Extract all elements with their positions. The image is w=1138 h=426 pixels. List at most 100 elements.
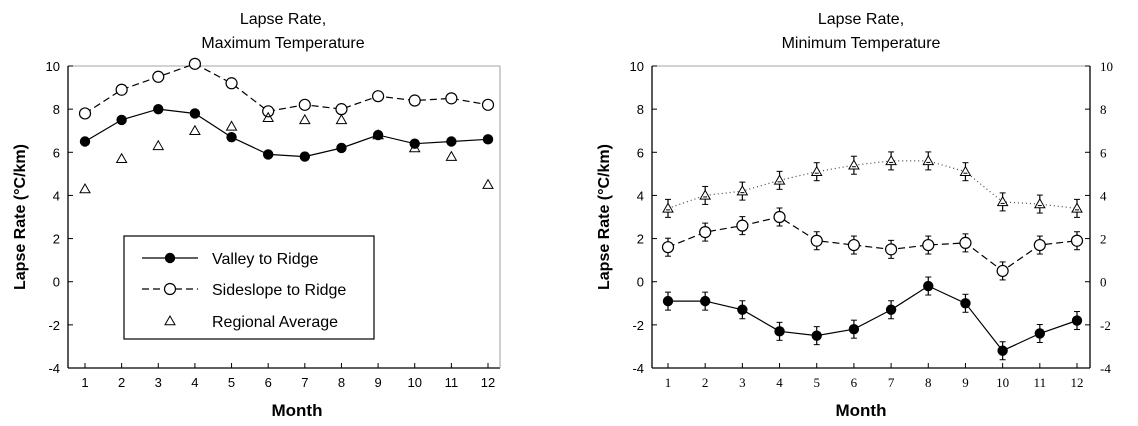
y-tick-label-right: 10 [1100,59,1113,74]
data-point [481,98,495,111]
x-axis-label: Month [836,401,887,420]
data-point [408,94,421,107]
x-tick-label: 9 [962,375,969,390]
data-point [884,243,898,256]
legend-marker [163,282,177,296]
data-point [736,219,749,232]
y-tick-label: 4 [637,188,644,203]
data-point [153,103,164,115]
y-tick-label: 6 [637,145,644,160]
y-tick-label-right: -2 [1100,318,1111,333]
data-point [1071,202,1083,213]
data-point [78,107,92,120]
data-point [372,129,384,140]
x-tick-label: 6 [851,375,858,390]
data-point [79,136,91,147]
x-tick-label: 3 [155,375,162,390]
series-3 [662,151,1083,218]
x-tick-label: 10 [407,375,421,390]
y-axis-label: Lapse Rate (°C/km) [12,144,29,290]
legend-marker [164,252,176,264]
x-tick-label: 4 [191,375,198,390]
x-tick-label: 11 [445,375,459,390]
x-tick-label: 12 [1071,375,1084,390]
data-point [662,295,674,307]
chart-subtitle: Minimum Temperature [782,35,941,52]
y-tick-label: 8 [637,102,644,117]
data-point [996,195,1009,207]
data-point [885,154,897,166]
series-line [667,216,1078,272]
data-point [225,77,238,90]
x-tick-label: 7 [888,375,895,390]
y-tick-label: -4 [48,361,60,376]
series-2 [661,207,1084,281]
y-tick-label: 6 [53,145,60,160]
legend-marker [164,314,176,326]
data-point [299,151,311,162]
y-tick-label-right: 0 [1100,275,1107,290]
x-tick-label: 3 [739,375,746,390]
y-tick-label: 0 [637,275,644,290]
data-point [923,280,934,292]
data-point [1034,328,1046,339]
x-tick-label: 2 [702,375,709,390]
data-point [922,154,935,166]
series-1 [79,103,494,162]
y-tick-label-right: 8 [1100,102,1107,117]
data-point [848,323,860,335]
legend-label: Sideslope to Ridge [212,282,346,299]
data-point [662,202,674,213]
y-tick-label: -4 [632,361,644,376]
data-point [997,345,1008,356]
data-point [736,185,749,196]
data-point [445,150,458,161]
data-point [372,129,384,141]
x-tick-label: 1 [81,375,88,390]
data-point [79,182,91,194]
data-point [188,57,202,70]
x-axis-label: Month [272,401,323,420]
data-point [115,83,128,96]
x-tick-label: 1 [665,375,672,390]
data-point [152,139,165,151]
data-point [960,298,971,309]
data-point [262,111,275,123]
x-tick-label: 12 [481,375,495,390]
data-point [661,241,675,254]
x-tick-label: 8 [338,375,345,390]
y-tick-label: -2 [632,318,644,333]
x-tick-label: 2 [118,375,125,390]
series-line [668,285,1078,352]
data-point [774,326,785,337]
y-tick-label-right: 2 [1100,232,1107,247]
x-tick-label: 8 [925,375,932,390]
data-point [189,124,201,135]
data-point [699,189,712,200]
series-line [84,108,489,158]
data-point [959,165,972,176]
x-tick-label: 5 [813,375,820,390]
data-point [811,330,822,341]
series-2 [78,57,495,120]
data-point [336,142,347,154]
y-tick-label: 2 [53,232,60,247]
y-tick-label-right: 6 [1100,145,1107,160]
data-point [298,98,311,111]
data-point [996,264,1009,278]
chart-subtitle: Maximum Temperature [201,35,364,52]
data-point [445,92,458,105]
y-tick-label: 10 [46,59,60,74]
data-point [482,134,494,145]
data-point [847,238,861,252]
series-line [667,160,1078,209]
chart-title: Lapse Rate, [818,11,904,28]
y-tick-label: -2 [48,318,60,333]
legend: Valley to Ridge Sideslope to Ridge Regiona… [123,235,375,340]
data-point [1070,234,1084,247]
data-point [335,103,348,116]
y-tick-label: 8 [53,102,60,117]
x-tick-label: 5 [228,375,235,390]
data-point [1033,238,1046,252]
